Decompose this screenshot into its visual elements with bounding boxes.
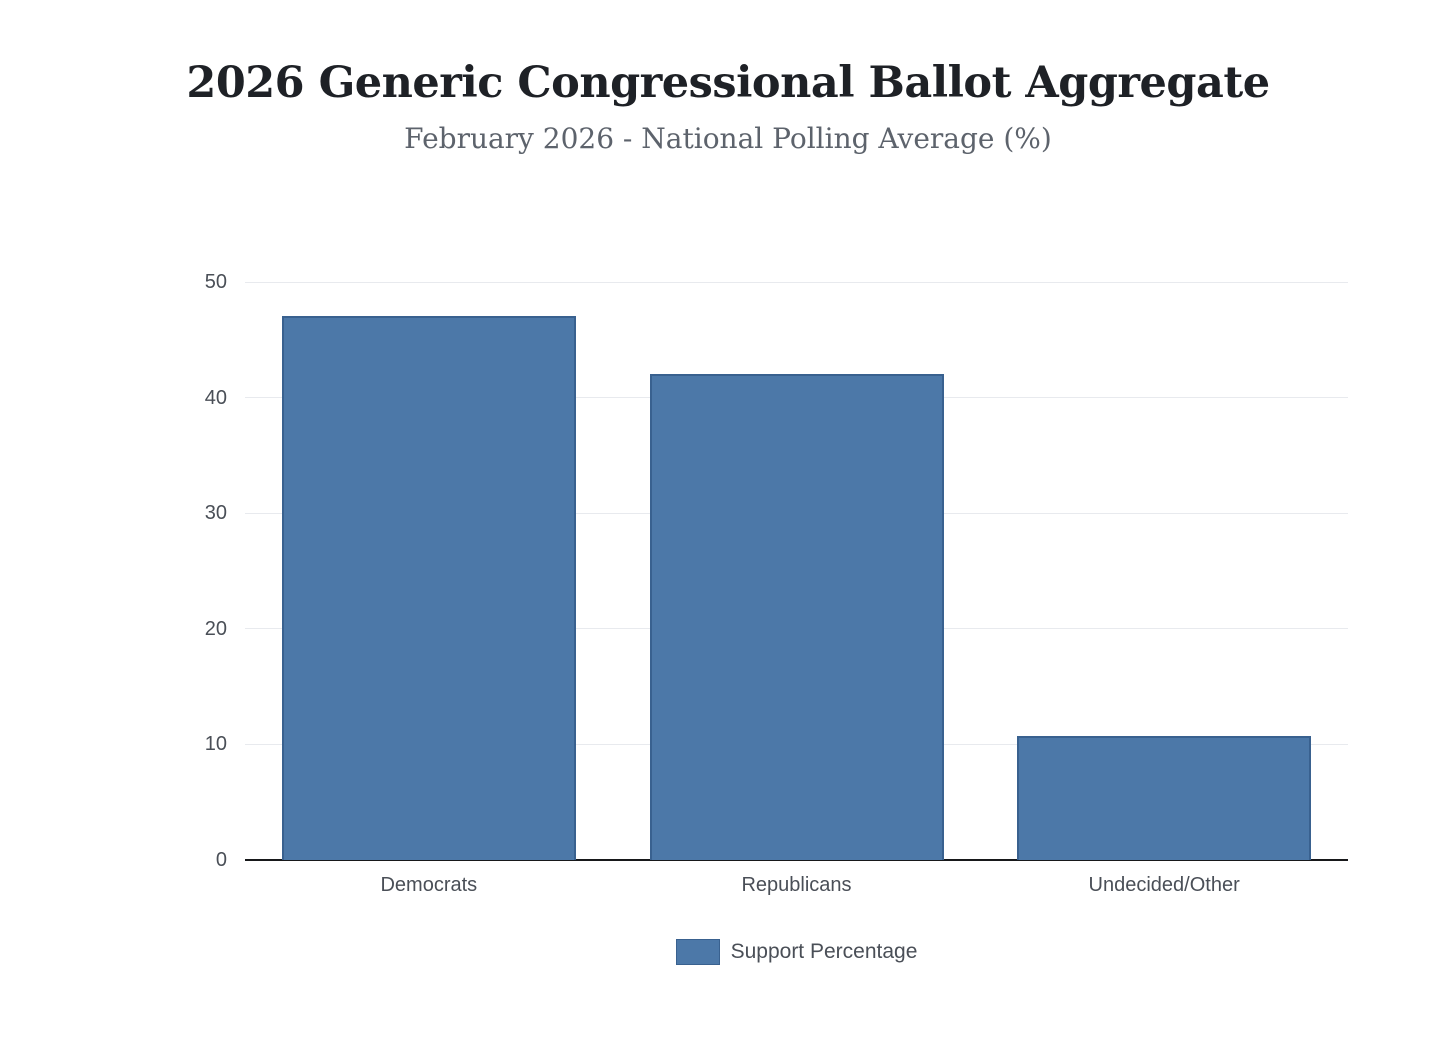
chart-title: 2026 Generic Congressional Ballot Aggreg… [186, 58, 1270, 108]
bar-undecided-other [1017, 736, 1312, 860]
bar-democrats [281, 315, 576, 860]
legend-label: Support Percentage [730, 940, 918, 963]
gridline-y-50 [245, 281, 1348, 283]
y-tick-label-50: 50 [204, 271, 227, 293]
x-tick-label-democrats: Democrats [380, 874, 478, 896]
x-tick-label-undecided-other: Undecided/Other [1088, 874, 1240, 896]
y-tick-label-20: 20 [204, 617, 227, 640]
y-tick-label-0: 0 [215, 849, 227, 871]
y-tick-label-30: 30 [204, 502, 227, 525]
chart-header: 2026 Generic Congressional Ballot Aggreg… [0, 58, 1456, 155]
x-tick-label-republicans: Republicans [741, 874, 852, 896]
legend: Support Percentage [245, 939, 1348, 965]
chart-subtitle: February 2026 - National Polling Average… [404, 122, 1052, 155]
y-tick-label-40: 40 [204, 386, 227, 409]
y-tick-label-10: 10 [204, 733, 227, 756]
bar-republicans [649, 374, 944, 860]
x-axis-line [245, 859, 1348, 861]
legend-swatch [675, 939, 720, 965]
